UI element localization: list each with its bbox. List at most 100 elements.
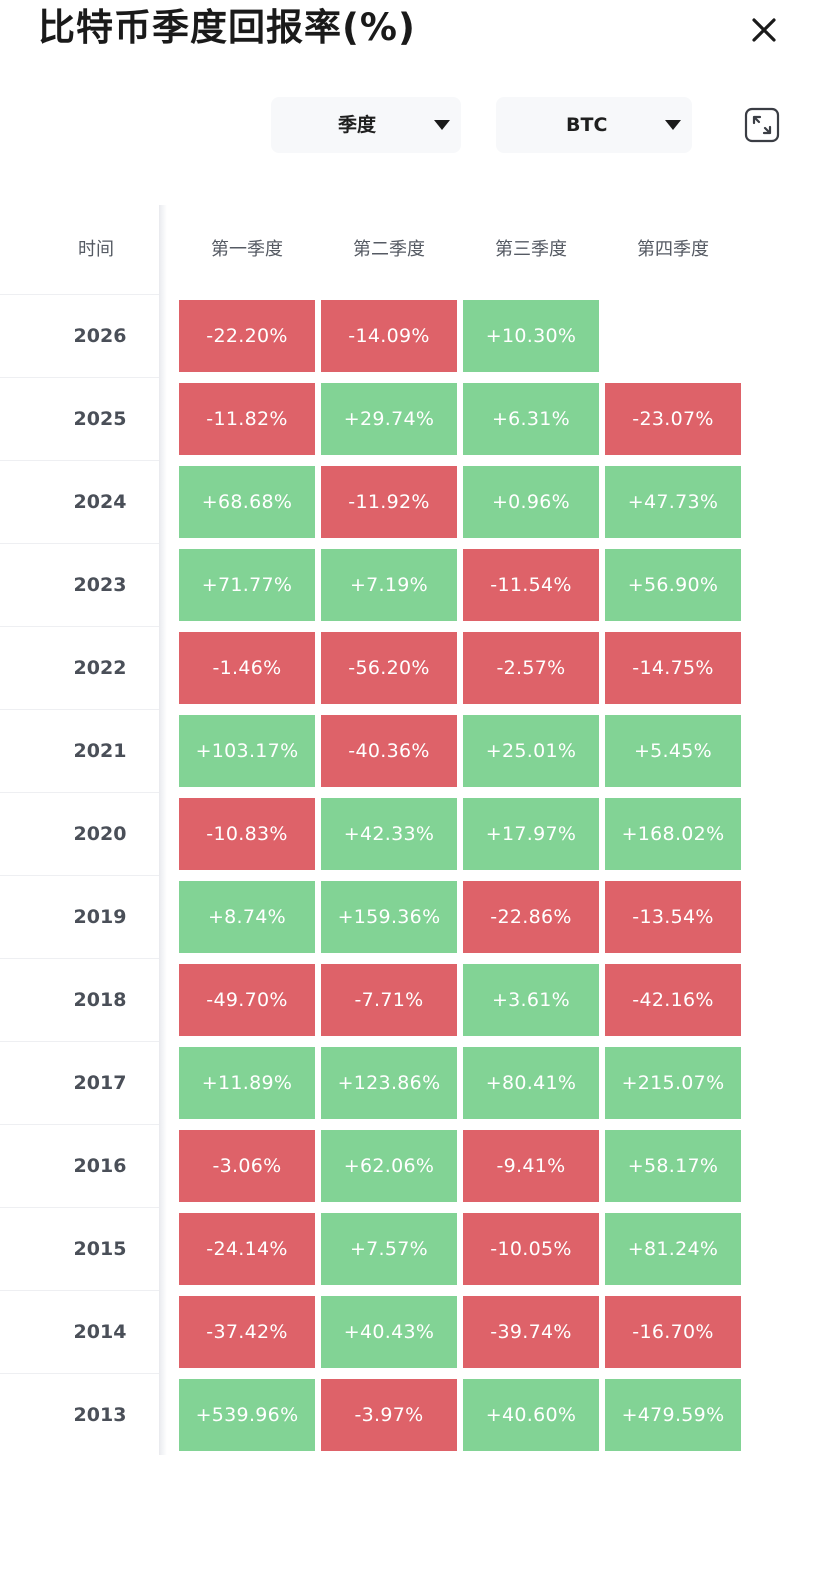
- expand-button[interactable]: [744, 107, 780, 143]
- period-dropdown[interactable]: 季度: [271, 97, 461, 153]
- return-cell[interactable]: -1.46%: [179, 632, 315, 704]
- page-title: 比特币季度回报率(%): [38, 6, 416, 49]
- expand-icon: [744, 107, 780, 143]
- year-label: 2018: [73, 989, 127, 1011]
- return-cell[interactable]: +0.96%: [463, 466, 599, 538]
- return-cell[interactable]: -39.74%: [463, 1296, 599, 1368]
- year-label: 2026: [73, 325, 127, 347]
- quarterly-returns-table: 时间 第一季度 第二季度 第三季度 第四季度 2026 -22.20% -14.09…: [0, 205, 824, 1455]
- return-cell[interactable]: -42.16%: [605, 964, 741, 1036]
- row-separator: [0, 460, 159, 461]
- return-cell[interactable]: +58.17%: [605, 1130, 741, 1202]
- coin-dropdown[interactable]: BTC: [496, 97, 692, 153]
- return-cell[interactable]: -10.05%: [463, 1213, 599, 1285]
- return-cell[interactable]: -49.70%: [179, 964, 315, 1036]
- return-cell[interactable]: -22.20%: [179, 300, 315, 372]
- return-cell[interactable]: +168.02%: [605, 798, 741, 870]
- return-cell[interactable]: -7.71%: [321, 964, 457, 1036]
- year-label: 2025: [73, 408, 127, 430]
- return-cell[interactable]: -56.20%: [321, 632, 457, 704]
- return-cell[interactable]: +40.43%: [321, 1296, 457, 1368]
- q1-column-header: 第一季度: [211, 239, 283, 260]
- q3-column-header: 第三季度: [495, 239, 567, 260]
- return-cell[interactable]: +47.73%: [605, 466, 741, 538]
- return-cell[interactable]: -10.83%: [179, 798, 315, 870]
- return-cell[interactable]: +5.45%: [605, 715, 741, 787]
- return-cell[interactable]: +68.68%: [179, 466, 315, 538]
- return-cell[interactable]: -11.92%: [321, 466, 457, 538]
- return-cell[interactable]: +17.97%: [463, 798, 599, 870]
- return-cell[interactable]: +539.96%: [179, 1379, 315, 1451]
- year-label: 2016: [73, 1155, 127, 1177]
- caret-down-icon: [665, 120, 681, 130]
- row-separator: [0, 543, 159, 544]
- return-cell[interactable]: -40.36%: [321, 715, 457, 787]
- return-cell[interactable]: -11.82%: [179, 383, 315, 455]
- row-separator: [0, 875, 159, 876]
- row-separator: [0, 1290, 159, 1291]
- row-separator: [0, 1041, 159, 1042]
- return-cell[interactable]: -16.70%: [605, 1296, 741, 1368]
- year-label: 2019: [73, 906, 127, 928]
- year-label: 2017: [73, 1072, 127, 1094]
- row-separator: [0, 792, 159, 793]
- row-separator: [0, 626, 159, 627]
- return-cell[interactable]: +215.07%: [605, 1047, 741, 1119]
- return-cell[interactable]: -3.06%: [179, 1130, 315, 1202]
- return-cell[interactable]: +103.17%: [179, 715, 315, 787]
- close-icon: [752, 18, 776, 42]
- return-cell[interactable]: -14.09%: [321, 300, 457, 372]
- return-cell[interactable]: +6.31%: [463, 383, 599, 455]
- row-separator: [0, 294, 159, 295]
- time-column-header: 时间: [78, 239, 114, 260]
- return-cell[interactable]: +25.01%: [463, 715, 599, 787]
- return-cell[interactable]: +62.06%: [321, 1130, 457, 1202]
- return-cell[interactable]: +159.36%: [321, 881, 457, 953]
- return-cell[interactable]: -3.97%: [321, 1379, 457, 1451]
- q2-column-header: 第二季度: [353, 239, 425, 260]
- year-label: 2023: [73, 574, 127, 596]
- coin-dropdown-label: BTC: [566, 114, 608, 136]
- return-cell[interactable]: -11.54%: [463, 549, 599, 621]
- return-cell[interactable]: +8.74%: [179, 881, 315, 953]
- row-separator: [0, 1373, 159, 1374]
- return-cell[interactable]: +40.60%: [463, 1379, 599, 1451]
- year-label: 2021: [73, 740, 127, 762]
- year-label: 2020: [73, 823, 127, 845]
- return-cell[interactable]: +80.41%: [463, 1047, 599, 1119]
- return-cell[interactable]: -24.14%: [179, 1213, 315, 1285]
- return-cell[interactable]: +479.59%: [605, 1379, 741, 1451]
- return-cell[interactable]: -14.75%: [605, 632, 741, 704]
- return-cell[interactable]: +123.86%: [321, 1047, 457, 1119]
- year-label: 2024: [73, 491, 127, 513]
- row-separator: [0, 1207, 159, 1208]
- return-cell[interactable]: -13.54%: [605, 881, 741, 953]
- return-cell[interactable]: +11.89%: [179, 1047, 315, 1119]
- caret-down-icon: [434, 120, 450, 130]
- return-cell[interactable]: -23.07%: [605, 383, 741, 455]
- return-cell[interactable]: +7.57%: [321, 1213, 457, 1285]
- close-button[interactable]: [744, 10, 784, 50]
- return-cell[interactable]: +42.33%: [321, 798, 457, 870]
- year-column: [0, 205, 159, 1455]
- return-cell[interactable]: -22.86%: [463, 881, 599, 953]
- return-cell[interactable]: +29.74%: [321, 383, 457, 455]
- year-label: 2014: [73, 1321, 127, 1343]
- return-cell[interactable]: -9.41%: [463, 1130, 599, 1202]
- year-label: 2022: [73, 657, 127, 679]
- year-label: 2015: [73, 1238, 127, 1260]
- period-dropdown-label: 季度: [338, 114, 377, 136]
- column-divider: [159, 205, 167, 1455]
- return-cell[interactable]: -37.42%: [179, 1296, 315, 1368]
- return-cell[interactable]: +3.61%: [463, 964, 599, 1036]
- return-cell[interactable]: +71.77%: [179, 549, 315, 621]
- return-cell[interactable]: +81.24%: [605, 1213, 741, 1285]
- return-cell[interactable]: +10.30%: [463, 300, 599, 372]
- row-separator: [0, 709, 159, 710]
- row-separator: [0, 958, 159, 959]
- return-cell[interactable]: +56.90%: [605, 549, 741, 621]
- year-label: 2013: [73, 1404, 127, 1426]
- row-separator: [0, 1124, 159, 1125]
- return-cell[interactable]: -2.57%: [463, 632, 599, 704]
- return-cell[interactable]: +7.19%: [321, 549, 457, 621]
